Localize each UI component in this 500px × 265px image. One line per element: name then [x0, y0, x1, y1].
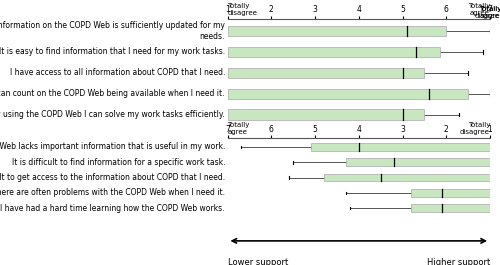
- Text: Totally
agree: Totally agree: [479, 6, 500, 19]
- Text: It is difficult to get access to the information about COPD that I need.: It is difficult to get access to the inf…: [0, 173, 225, 182]
- Bar: [228, 26, 446, 36]
- Text: I can count on the COPD Web being available when I need it.: I can count on the COPD Web being availa…: [0, 89, 225, 98]
- Text: Totally
disagree: Totally disagree: [228, 3, 258, 16]
- Text: There are often problems with the COPD Web when I need it.: There are often problems with the COPD W…: [0, 188, 225, 197]
- Text: It is easy to find information that I need for my work tasks.: It is easy to find information that I ne…: [0, 47, 225, 56]
- Text: Totally
agree: Totally agree: [468, 3, 490, 16]
- Bar: [411, 204, 490, 212]
- Text: Higher support: Higher support: [427, 258, 490, 265]
- Bar: [324, 174, 490, 181]
- Bar: [228, 47, 440, 57]
- Text: Totally
agree: Totally agree: [228, 122, 250, 135]
- Bar: [228, 89, 468, 99]
- Text: I have had a hard time learning how the COPD Web works.: I have had a hard time learning how the …: [0, 204, 225, 213]
- Text: Totally
disagree: Totally disagree: [475, 6, 500, 19]
- Bar: [228, 109, 424, 120]
- Bar: [310, 143, 490, 151]
- Bar: [346, 158, 490, 166]
- Text: The COPD Web lacks important information that is useful in my work.: The COPD Web lacks important information…: [0, 143, 225, 152]
- Text: Totally
disagree: Totally disagree: [460, 122, 490, 135]
- Text: It is difficult to find information for a specific work task.: It is difficult to find information for …: [12, 158, 225, 167]
- Text: By using the COPD Web I can solve my work tasks efficiently.: By using the COPD Web I can solve my wor…: [0, 110, 225, 119]
- Text: Lower support: Lower support: [228, 258, 288, 265]
- Bar: [228, 68, 424, 78]
- Text: The information on the COPD Web is sufficiently updated for my
needs.: The information on the COPD Web is suffi…: [0, 21, 225, 41]
- Text: I have access to all information about COPD that I need.: I have access to all information about C…: [10, 68, 225, 77]
- Bar: [411, 189, 490, 197]
